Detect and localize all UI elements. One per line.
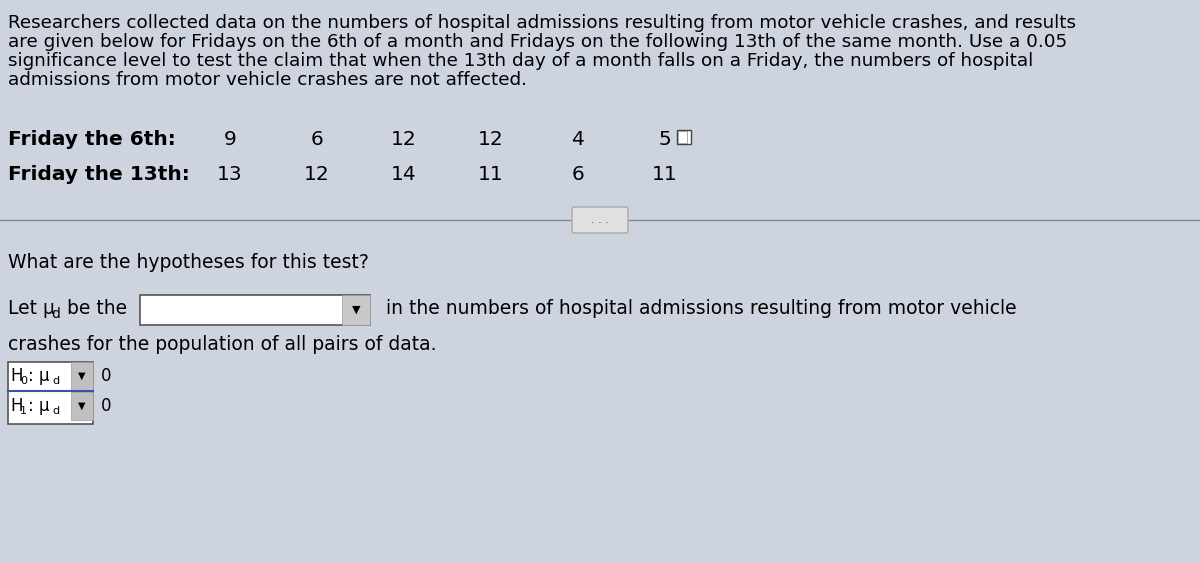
Text: H: H [10, 397, 23, 415]
Bar [342, 295, 370, 325]
Bar [71, 392, 94, 420]
Text: d: d [52, 376, 59, 386]
Text: : μ: : μ [28, 397, 49, 415]
Text: 0: 0 [101, 367, 112, 385]
Text: admissions from motor vehicle crashes are not affected.: admissions from motor vehicle crashes ar… [8, 71, 527, 89]
Text: 6: 6 [571, 165, 584, 184]
Text: What are the hypotheses for this test?: What are the hypotheses for this test? [8, 253, 368, 272]
Text: 0: 0 [101, 397, 112, 415]
Text: 11: 11 [652, 165, 678, 184]
Text: significance level to test the claim that when the 13th day of a month falls on : significance level to test the claim tha… [8, 52, 1033, 70]
Text: 13: 13 [217, 165, 242, 184]
Text: 9: 9 [223, 130, 236, 149]
Text: Researchers collected data on the numbers of hospital admissions resulting from : Researchers collected data on the number… [8, 14, 1076, 32]
Text: 5: 5 [659, 130, 671, 149]
Text: 4: 4 [571, 130, 584, 149]
Bar [677, 130, 691, 144]
Text: Let μ: Let μ [8, 300, 55, 319]
Text: are given below for Fridays on the 6th of a month and Fridays on the following 1: are given below for Fridays on the 6th o… [8, 33, 1067, 51]
Text: 1: 1 [20, 406, 28, 416]
Text: 14: 14 [391, 165, 416, 184]
Bar [140, 295, 370, 325]
Text: 12: 12 [478, 130, 504, 149]
Text: . . .: . . . [592, 215, 608, 225]
Text: 12: 12 [304, 165, 330, 184]
Text: ▼: ▼ [352, 305, 360, 315]
Bar [678, 131, 686, 143]
Text: d: d [50, 307, 60, 321]
Text: d: d [52, 406, 59, 416]
Text: Friday the 6th:: Friday the 6th: [8, 130, 175, 149]
Text: be the: be the [61, 300, 127, 319]
Text: 11: 11 [478, 165, 504, 184]
Text: 0: 0 [20, 376, 28, 386]
Text: ▼: ▼ [78, 401, 85, 411]
Text: Friday the 13th:: Friday the 13th: [8, 165, 190, 184]
Bar [71, 362, 94, 390]
Text: : μ: : μ [28, 367, 49, 385]
Text: H: H [10, 367, 23, 385]
Text: crashes for the population of all pairs of data.: crashes for the population of all pairs … [8, 335, 437, 354]
FancyBboxPatch shape [572, 207, 628, 233]
Text: 12: 12 [391, 130, 416, 149]
Bar [8, 362, 94, 424]
Text: ▼: ▼ [78, 371, 85, 381]
Text: 6: 6 [311, 130, 323, 149]
Text: in the numbers of hospital admissions resulting from motor vehicle: in the numbers of hospital admissions re… [380, 300, 1016, 319]
